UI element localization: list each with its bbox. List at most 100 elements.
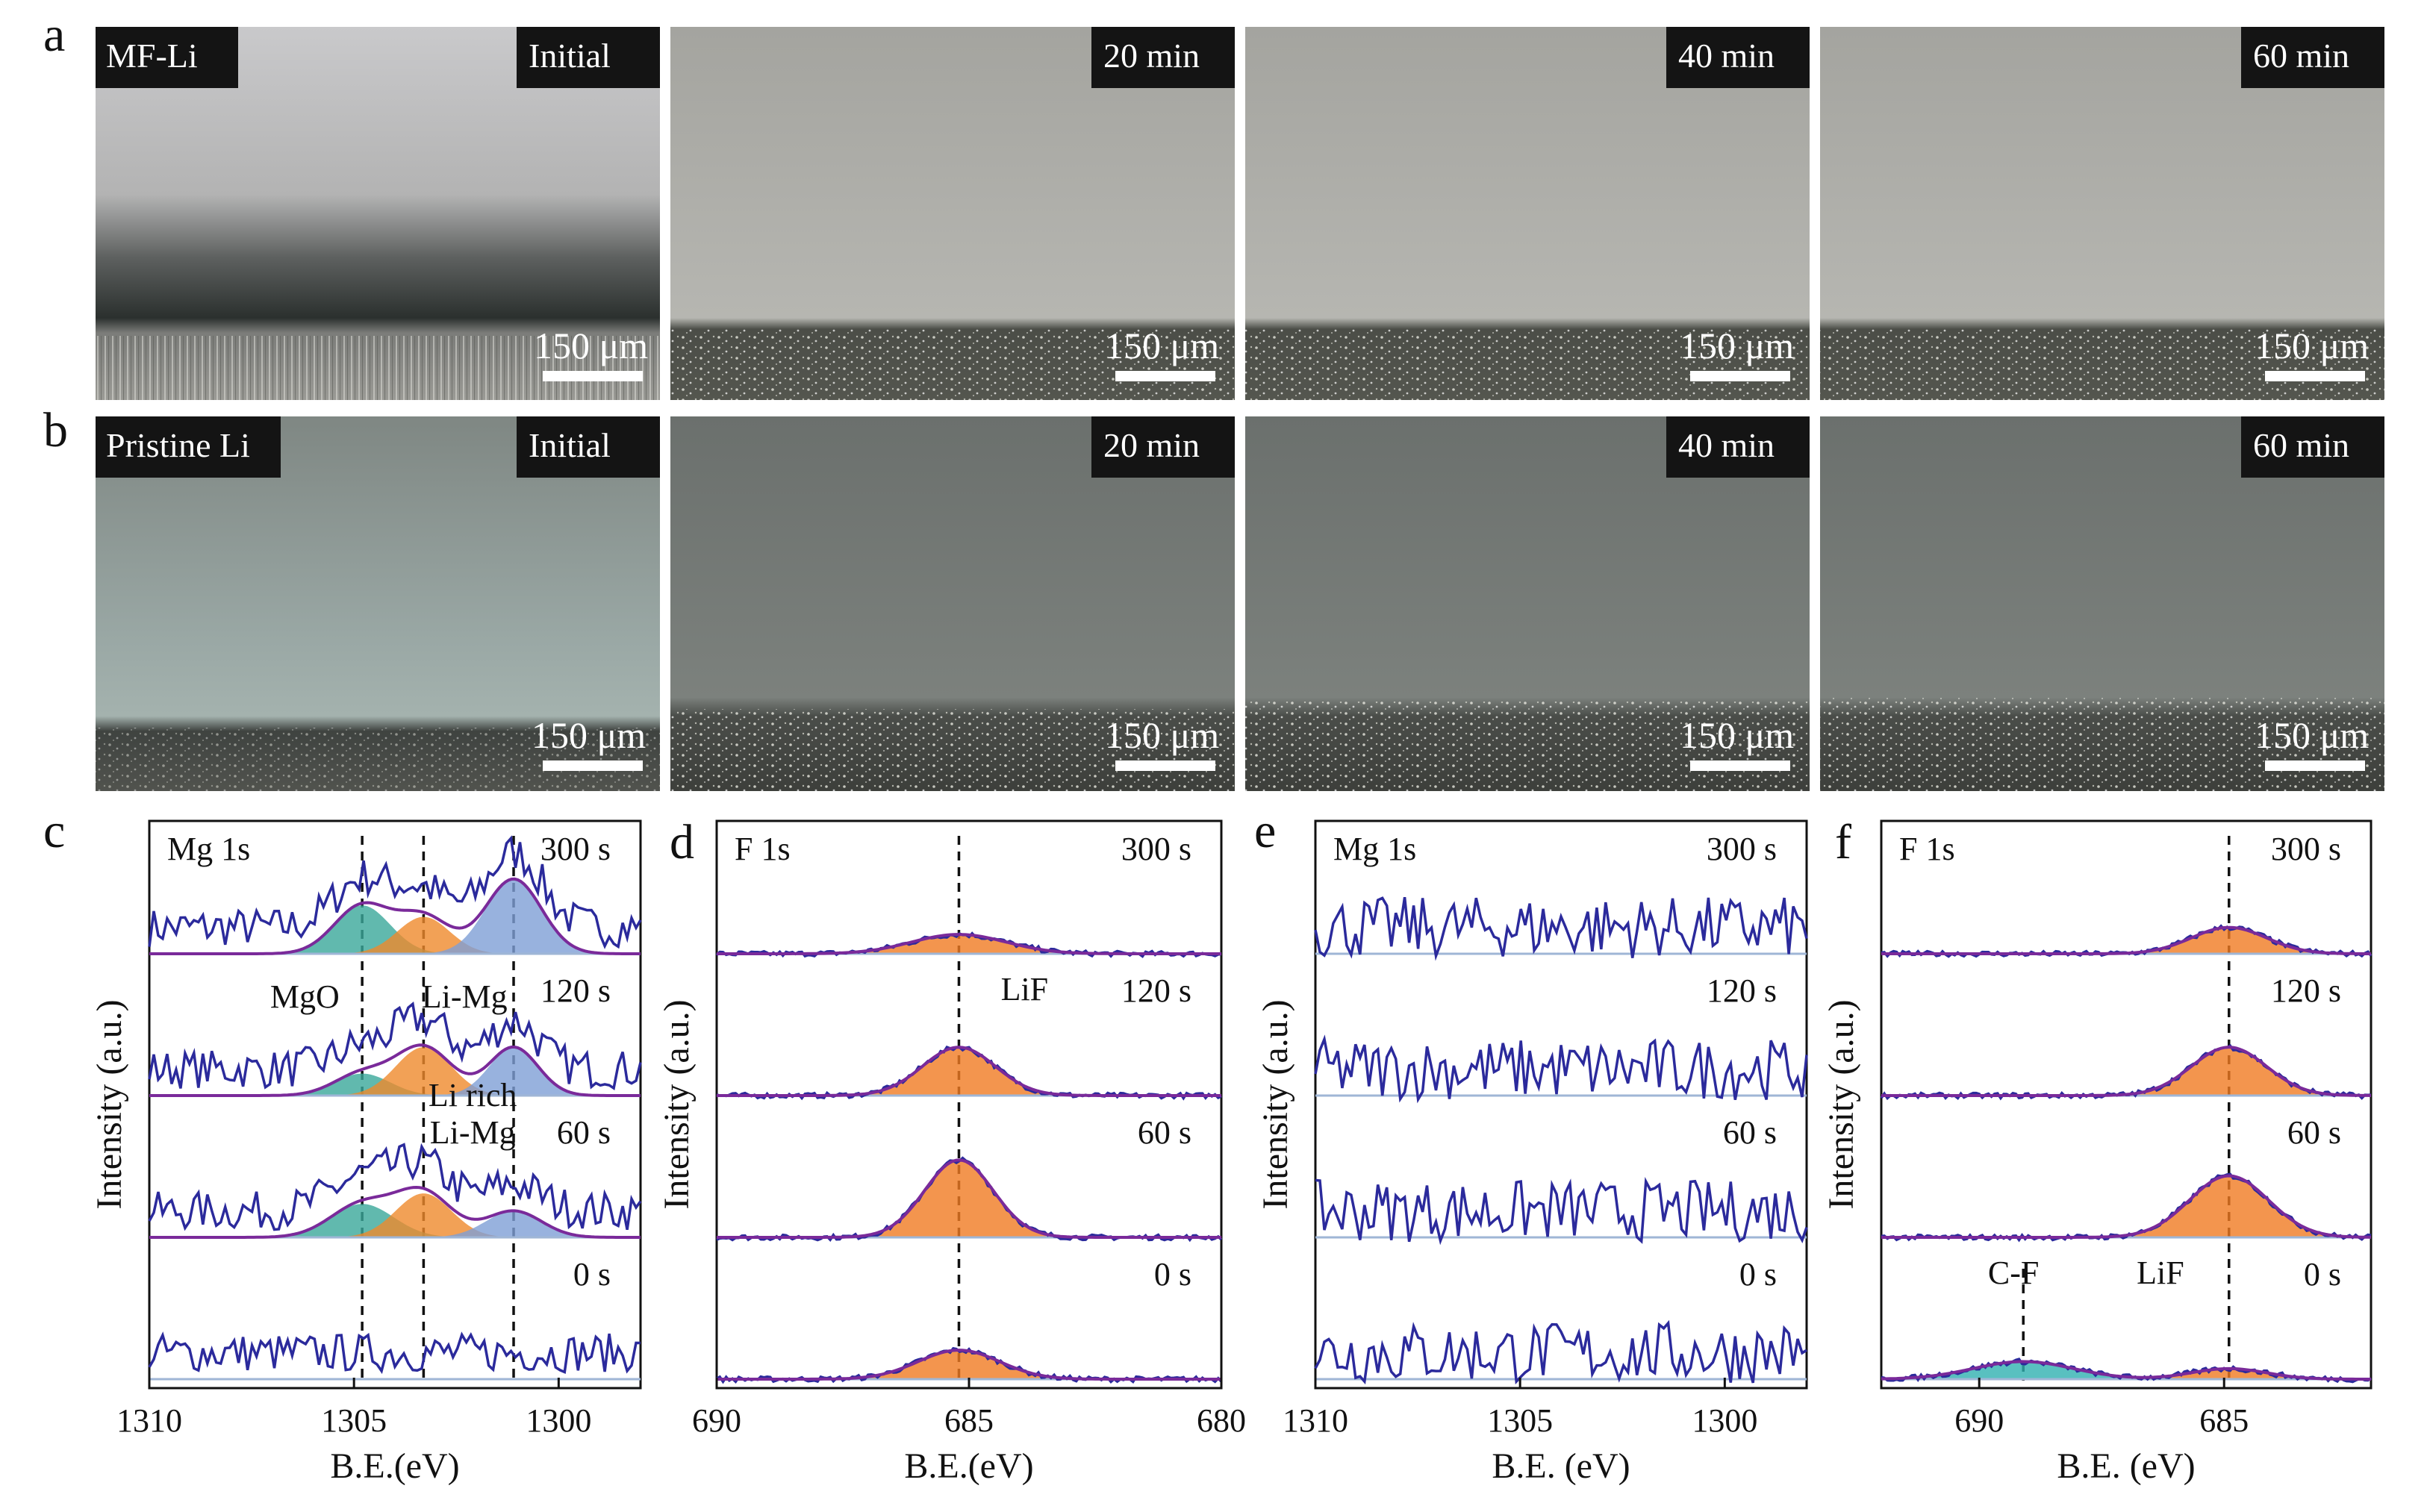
series-f-0: 300 s: [1881, 831, 2373, 958]
annotation-lif: LiF: [2137, 1255, 2184, 1291]
series-c-0: 300 s: [148, 831, 642, 955]
fit-envelope: [717, 1349, 1221, 1381]
time-label: 60 s: [1723, 1114, 1777, 1151]
x-axis-label: B.E.(eV): [330, 1446, 459, 1486]
series-c-2: 60 s: [148, 1114, 642, 1239]
series-e-1: 120 s: [1314, 972, 1808, 1104]
time-tag: 60 min: [2253, 426, 2349, 464]
micrograph-a-20min: 20 min 150 μm: [670, 27, 1235, 400]
x-tick-label: 1305: [321, 1402, 387, 1439]
series-d-3: 0 s: [716, 1256, 1223, 1384]
annotation-li-mg: Li-Mg: [422, 978, 508, 1015]
raw-trace: [1315, 1176, 1808, 1246]
panel-letter-a: a: [43, 7, 65, 62]
row-a-micrographs: MF-Li Initial 150 μm 20 min 150 μm 40 mi…: [96, 27, 2384, 400]
panel-letter-d: d: [670, 815, 694, 869]
series-e-2: 60 s: [1315, 1114, 1808, 1246]
peak-li-rich-li-mg: [149, 1210, 641, 1237]
sample-tag-mf-li: MF-Li: [106, 37, 198, 75]
spectrum-title: Mg 1s: [1333, 831, 1416, 867]
raw-trace: [148, 1331, 641, 1375]
scale-bar-label: 150 μm: [1680, 714, 1794, 756]
spectrum-title: F 1s: [1899, 831, 1955, 867]
xps-spectra: 300 s 120 s 60 s 0 s Mg 1s 1310 1305 1300 B.E.(e…: [90, 819, 2373, 1486]
x-tick-label: 690: [692, 1402, 741, 1439]
y-axis-label: Intensity (a.u.): [657, 999, 697, 1209]
raw-trace: [148, 1143, 642, 1231]
y-axis-label: Intensity (a.u.): [90, 999, 129, 1209]
peak-li-mg: [149, 1047, 641, 1096]
series-f-1: 120 s: [1880, 972, 2372, 1101]
x-tick-label: 1305: [1487, 1402, 1553, 1439]
time-label: 300 s: [540, 831, 611, 867]
raw-trace: [1314, 1319, 1807, 1385]
series-d-1: 120 s: [716, 972, 1222, 1101]
series-c-3: 0 s: [148, 1256, 641, 1381]
annotation-li-mg-2: Li-Mg: [430, 1114, 516, 1151]
scale-bar-label: 150 μm: [2255, 325, 2369, 366]
row-b-micrographs: Pristine Li Initial 150 μm 20 min 150 μm…: [96, 416, 2384, 791]
peak-li-rich-li-mg: [149, 1047, 641, 1096]
time-label: 60 s: [557, 1114, 611, 1151]
fit-envelope: [717, 1158, 1221, 1239]
series-d-2: 60 s: [716, 1114, 1223, 1243]
spectrum-panel-e: 300 s 120 s 60 s 0 s Mg 1s 1310 1305 1300 B.E. (…: [1256, 819, 1808, 1486]
time-label: 120 s: [540, 972, 611, 1009]
y-axis-label: Intensity (a.u.): [1822, 999, 1861, 1209]
time-label: 120 s: [1121, 972, 1191, 1009]
micrograph-b-initial: Pristine Li Initial 150 μm: [96, 416, 660, 791]
spectrum-panel-c: 300 s 120 s 60 s 0 s Mg 1s 1310 1305 1300 B.E.(e…: [90, 819, 642, 1486]
micrograph-b-20min: 20 min 150 μm: [670, 416, 1235, 791]
peak-li-mg: [149, 916, 641, 954]
scale-bar: [1115, 371, 1215, 381]
scale-bar: [2265, 371, 2365, 381]
time-label: 300 s: [2271, 831, 2341, 867]
series-f-2: 60 s: [1881, 1114, 2372, 1243]
raw-trace: [1314, 896, 1808, 961]
scale-bar: [1690, 371, 1790, 381]
annotation-lif: LiF: [1001, 971, 1049, 1008]
plot-frame: [715, 819, 1223, 1390]
spectrum-title: Mg 1s: [167, 831, 250, 867]
peak-lif: [717, 1047, 1221, 1096]
micrograph-b-40min: 40 min 150 μm: [1245, 416, 1810, 791]
scale-bar: [1690, 760, 1790, 771]
annotation-li-rich: Li rich: [429, 1077, 517, 1113]
fit-envelope: [149, 1185, 641, 1239]
plot-frame: [1880, 819, 2373, 1390]
peak-lif: [1881, 927, 2371, 954]
scale-bar: [1115, 760, 1215, 771]
x-tick-label: 685: [2199, 1402, 2249, 1439]
time-label: 60 s: [1138, 1114, 1191, 1151]
time-tag: 20 min: [1103, 426, 1200, 464]
scale-bar-label: 150 μm: [534, 325, 648, 366]
scale-bar-label: 150 μm: [532, 714, 646, 756]
spectrum-panel-d: 300 s 120 s 60 s 0 s F 1s 690 685 680 B.E.(eV) In…: [657, 819, 1246, 1486]
x-axis-label: B.E. (eV): [2057, 1446, 2195, 1486]
time-label: 0 s: [2304, 1256, 2341, 1293]
raw-trace: [148, 1002, 642, 1091]
micrograph-a-initial: MF-Li Initial 150 μm: [96, 27, 660, 400]
scale-bar: [2265, 760, 2365, 771]
plot-frame: [148, 819, 642, 1390]
series-c-1: 120 s: [148, 972, 642, 1097]
micrograph-a-40min: 40 min 150 μm: [1245, 27, 1810, 400]
time-label: 120 s: [1707, 972, 1777, 1009]
series-d-0: 300 s: [715, 831, 1222, 958]
peak-c-f: [1881, 1361, 2371, 1379]
fit-envelope: [1881, 1046, 2372, 1097]
panel-letter-b: b: [43, 403, 68, 457]
peak-lif: [1881, 1047, 2371, 1096]
raw-trace: [148, 835, 642, 949]
time-tag: Initial: [529, 426, 611, 464]
time-tag: Initial: [529, 37, 611, 75]
scale-bar-label: 150 μm: [2255, 714, 2369, 756]
annotation-c-f: C-F: [1988, 1255, 2039, 1291]
x-tick-label: 1310: [1283, 1402, 1348, 1439]
fit-envelope: [149, 877, 641, 955]
panel-letter-f: f: [1835, 815, 1851, 869]
sample-tag-bg: [96, 27, 238, 88]
peak-li-rich-li-mg: [149, 878, 641, 954]
time-tag: 40 min: [1678, 426, 1775, 464]
